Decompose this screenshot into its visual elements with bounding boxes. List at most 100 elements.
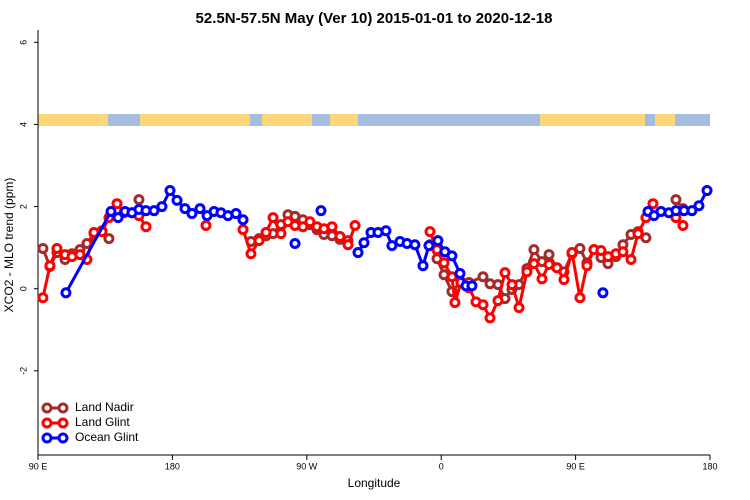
point	[677, 219, 689, 231]
point	[701, 185, 713, 197]
point	[477, 271, 489, 283]
point	[417, 260, 429, 272]
legend-swatch	[57, 402, 69, 414]
point	[297, 221, 309, 233]
point	[432, 235, 444, 247]
point	[640, 232, 652, 244]
y-tick-label: 6	[18, 40, 28, 45]
land-ocean-strip	[38, 114, 710, 126]
x-tick-label: 90 E	[29, 461, 48, 471]
legend-swatch	[41, 402, 53, 414]
point	[625, 254, 637, 266]
legend-label: Land Glint	[75, 415, 130, 429]
point	[597, 287, 609, 299]
point	[326, 221, 338, 233]
x-tick-label: 0	[439, 461, 444, 471]
legend-label: Ocean Glint	[75, 430, 139, 444]
chart-title: 52.5N-57.5N May (Ver 10) 2015-01-01 to 2…	[196, 10, 553, 27]
point	[380, 225, 392, 237]
point	[581, 260, 593, 272]
legend-label: Land Nadir	[75, 400, 134, 414]
legend-swatch	[41, 417, 53, 429]
point	[686, 205, 698, 217]
point	[112, 212, 124, 224]
point	[521, 266, 533, 278]
x-tick-label: 90 E	[566, 461, 585, 471]
point	[74, 249, 86, 261]
y-tick-label: 2	[18, 204, 28, 209]
point	[506, 279, 518, 291]
y-tick-label: 4	[18, 122, 28, 127]
point	[423, 240, 435, 252]
point	[260, 226, 272, 238]
x-tick-label: 90 W	[296, 461, 318, 471]
point	[171, 194, 183, 206]
point	[44, 260, 56, 272]
point	[349, 219, 361, 231]
point	[528, 244, 540, 256]
point	[253, 235, 265, 247]
point	[194, 203, 206, 215]
legend-swatch	[57, 432, 69, 444]
point	[230, 208, 242, 220]
point	[186, 208, 198, 220]
point	[37, 242, 49, 254]
point	[543, 249, 555, 261]
point	[179, 203, 191, 215]
point	[386, 240, 398, 252]
point	[289, 238, 301, 250]
point	[409, 239, 421, 251]
point	[105, 205, 117, 217]
point	[670, 194, 682, 206]
point	[647, 198, 659, 210]
point	[513, 302, 525, 314]
point	[60, 287, 72, 299]
point	[245, 248, 257, 260]
x-tick-label: 180	[165, 461, 180, 471]
point	[133, 194, 145, 206]
point	[492, 295, 504, 307]
point	[528, 258, 540, 270]
point	[51, 242, 63, 254]
point	[454, 268, 466, 280]
point	[315, 205, 327, 217]
legend-swatch	[41, 432, 53, 444]
point	[352, 247, 364, 259]
point	[140, 221, 152, 233]
point	[477, 299, 489, 311]
point	[693, 200, 705, 212]
point	[632, 228, 644, 240]
point	[334, 231, 346, 243]
point	[103, 233, 115, 245]
point	[267, 212, 279, 224]
point	[304, 216, 316, 228]
point	[358, 237, 370, 249]
point	[466, 280, 478, 292]
point	[449, 297, 461, 309]
y-axis-label: XCO2 - MLO trend (ppm)	[2, 178, 16, 313]
point	[574, 292, 586, 304]
point	[237, 214, 249, 226]
point	[566, 247, 578, 259]
point	[558, 274, 570, 286]
point	[499, 267, 511, 279]
point	[536, 273, 548, 285]
point	[617, 246, 629, 258]
point	[342, 239, 354, 251]
point	[551, 262, 563, 274]
point	[37, 292, 49, 304]
point	[111, 198, 123, 210]
point	[200, 219, 212, 231]
point	[275, 228, 287, 240]
point	[148, 205, 160, 217]
x-tick-label: 180	[702, 461, 717, 471]
point	[484, 312, 496, 324]
point	[574, 242, 586, 254]
point	[595, 245, 607, 257]
point	[424, 226, 436, 238]
y-tick-label: 0	[18, 286, 28, 291]
legend-swatch	[57, 417, 69, 429]
point	[446, 250, 458, 262]
